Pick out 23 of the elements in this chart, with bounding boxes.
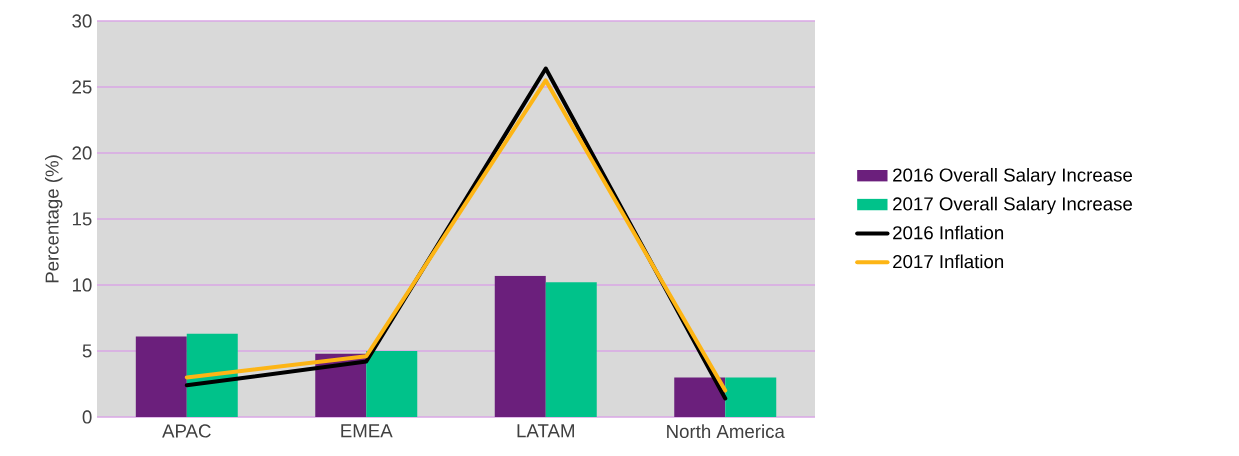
y-tick-label: 10 — [72, 278, 92, 292]
y-tick-label: 20 — [72, 146, 92, 160]
y-tick-label: 15 — [72, 212, 92, 226]
y-tick-label: 0 — [82, 410, 92, 424]
y-axis-title: Percentage (%) — [44, 155, 63, 283]
bar — [186, 333, 238, 417]
x-tick-label: LATAM — [517, 424, 574, 438]
bar — [545, 282, 597, 417]
y-tick-label: 30 — [72, 14, 92, 28]
bar — [674, 377, 726, 417]
bar — [366, 350, 418, 417]
x-tick-label: North America — [667, 424, 785, 439]
legend-label: 2016 Overall Salary Increase — [893, 167, 1133, 186]
x-tick-label: APAC — [162, 424, 211, 438]
y-tick-label: 25 — [72, 80, 92, 94]
x-tick-label: EMEA — [341, 424, 393, 438]
y-tick-label: 5 — [82, 344, 92, 358]
bar — [725, 377, 777, 417]
legend-label: 2016 Inflation — [893, 225, 1004, 240]
bar — [494, 275, 546, 417]
bar — [135, 336, 187, 417]
legend-label: 2017 Overall Salary Increase — [893, 196, 1133, 215]
legend-label: 2017 Inflation — [893, 254, 1004, 269]
